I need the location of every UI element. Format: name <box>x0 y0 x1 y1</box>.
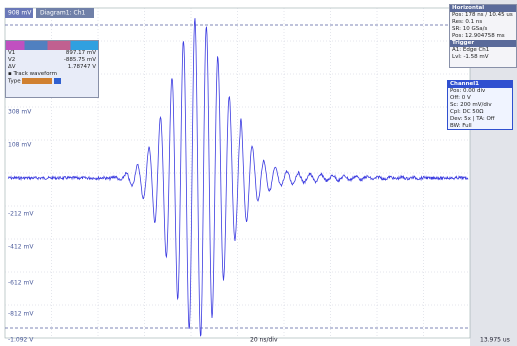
track[interactable]: ▪ Track waveform <box>8 71 57 77</box>
type-buttons[interactable] <box>22 78 53 84</box>
row: Res: 0.1 ns <box>452 19 483 25</box>
type-label: Type <box>8 78 21 85</box>
axis-label: -1.092 V <box>8 337 34 344</box>
axis-label: -612 mV <box>8 280 34 287</box>
axis-labels: 308 mV 108 mV -212 mV -412 mV -612 mV -812 mV… <box>8 109 34 344</box>
label: V1 <box>8 50 16 56</box>
axis-label: -812 mV <box>8 311 34 318</box>
rows: A1: Edge Ch1 Lvl: -1.58 mV <box>450 47 516 61</box>
grid <box>5 8 470 338</box>
label: ΔV <box>8 64 16 70</box>
row: Pos: 12.904758 ms <box>452 33 505 39</box>
type-row: Type <box>6 78 98 86</box>
cursor-toolbar[interactable] <box>6 41 98 50</box>
row: Dev: 5x | TA: Off <box>450 116 495 122</box>
axis-label: -212 mV <box>8 211 34 218</box>
waveform <box>7 18 469 337</box>
axis-label: -412 mV <box>8 244 34 251</box>
value: -885.75 mV <box>63 57 96 63</box>
row: Pos: 0.00 div <box>450 88 486 94</box>
type-button[interactable] <box>54 78 62 84</box>
tab[interactable] <box>36 8 94 18</box>
horizontal-panel: Horizontal Pos: 178 ns / 10.45 us Res: 0.… <box>449 4 517 68</box>
row: A1: Edge Ch1 <box>452 47 490 53</box>
panel-title: Trigger <box>450 40 516 47</box>
channel-panel: Channel1 Pos: 0.00 div Off: 0 V Sc: 200 mV… <box>447 80 513 130</box>
scale-badge <box>5 8 33 18</box>
row: Sc: 200 mV/div <box>450 102 492 108</box>
row: SR: 10 GSa/s <box>452 26 488 32</box>
row: BW: Full <box>450 123 472 129</box>
rows: Pos: 178 ns / 10.45 us Res: 0.1 ns SR: 10 … <box>450 12 516 40</box>
panel-title: Channel1 <box>448 81 512 88</box>
row: Pos: 178 ns / 10.45 us <box>452 12 513 18</box>
tab-label[interactable]: Diagram1: Ch1 <box>40 10 85 17</box>
scale: 908 mV <box>8 10 32 17</box>
panel-title: Horizontal <box>450 5 516 12</box>
axis-label: 108 mV <box>8 142 32 149</box>
axis-label: 308 mV <box>8 109 32 116</box>
time-scale: 20 ns/div <box>250 337 278 344</box>
row: Off: 0 V <box>450 95 471 101</box>
value: 897.17 mV <box>65 50 96 56</box>
time-right: 13.975 us <box>480 337 510 344</box>
track-label[interactable]: Track waveform <box>13 71 57 77</box>
row: Lvl: -1.58 mV <box>452 54 489 60</box>
label: V2 <box>8 57 16 63</box>
row: Cpl: DC 50Ω <box>450 109 484 115</box>
rows: Pos: 0.00 div Off: 0 V Sc: 200 mV/div Cpl: … <box>448 88 512 130</box>
cursor-box: V1 897.17 mV V2 -885.75 mV ΔV 1.78747 V ▪ T… <box>5 40 99 98</box>
value: 1.78747 V <box>67 64 96 70</box>
